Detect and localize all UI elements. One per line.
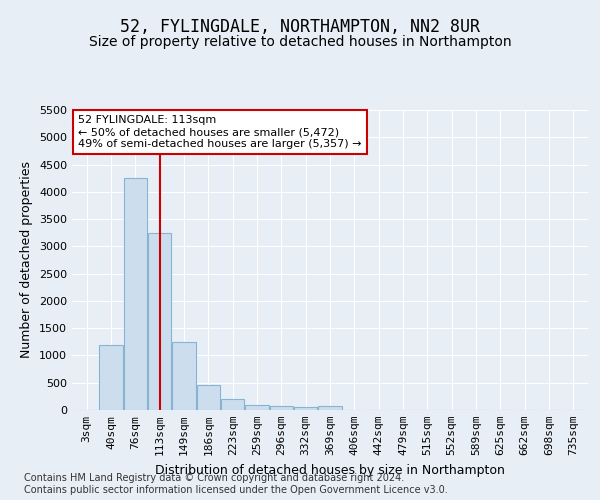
Bar bbox=[221, 399, 244, 410]
Bar bbox=[294, 408, 317, 410]
X-axis label: Distribution of detached houses by size in Northampton: Distribution of detached houses by size … bbox=[155, 464, 505, 476]
Y-axis label: Number of detached properties: Number of detached properties bbox=[20, 162, 34, 358]
Bar bbox=[124, 178, 147, 410]
Bar bbox=[148, 232, 171, 410]
Bar bbox=[197, 386, 220, 410]
Bar bbox=[270, 406, 293, 410]
Bar bbox=[172, 342, 196, 410]
Text: Size of property relative to detached houses in Northampton: Size of property relative to detached ho… bbox=[89, 35, 511, 49]
Text: Contains HM Land Registry data © Crown copyright and database right 2024.
Contai: Contains HM Land Registry data © Crown c… bbox=[24, 474, 448, 495]
Text: 52 FYLINGDALE: 113sqm
← 50% of detached houses are smaller (5,472)
49% of semi-d: 52 FYLINGDALE: 113sqm ← 50% of detached … bbox=[78, 116, 362, 148]
Bar bbox=[100, 344, 122, 410]
Bar bbox=[319, 406, 341, 410]
Text: 52, FYLINGDALE, NORTHAMPTON, NN2 8UR: 52, FYLINGDALE, NORTHAMPTON, NN2 8UR bbox=[120, 18, 480, 36]
Bar bbox=[245, 404, 269, 410]
